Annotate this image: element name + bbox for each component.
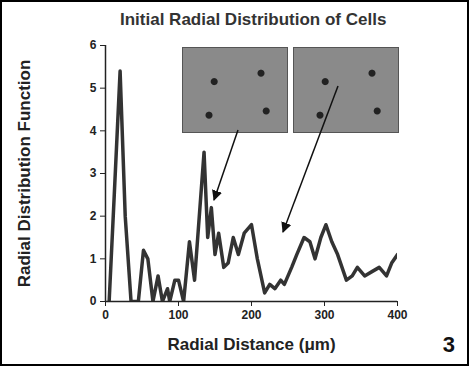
svg-text:1: 1 xyxy=(90,252,97,266)
svg-text:5: 5 xyxy=(90,81,97,95)
svg-text:400: 400 xyxy=(387,308,407,322)
svg-text:100: 100 xyxy=(168,308,188,322)
svg-text:2: 2 xyxy=(90,209,97,223)
svg-text:3: 3 xyxy=(90,166,97,180)
svg-text:6: 6 xyxy=(90,38,97,52)
html-text:Initial Radial Distribution of: Initial Radial Distribution of Cells xyxy=(120,10,387,29)
html-text:3: 3 xyxy=(442,332,455,357)
svg-text:200: 200 xyxy=(241,308,261,322)
svg-text:4: 4 xyxy=(90,124,97,138)
svg-text:0: 0 xyxy=(90,294,97,308)
svg-text:Radial Distribution Function: Radial Distribution Function xyxy=(15,60,34,288)
svg-text:0: 0 xyxy=(102,308,109,322)
svg-text:300: 300 xyxy=(314,308,334,322)
svg-text:Radial Distance (μm): Radial Distance (μm) xyxy=(167,335,335,354)
